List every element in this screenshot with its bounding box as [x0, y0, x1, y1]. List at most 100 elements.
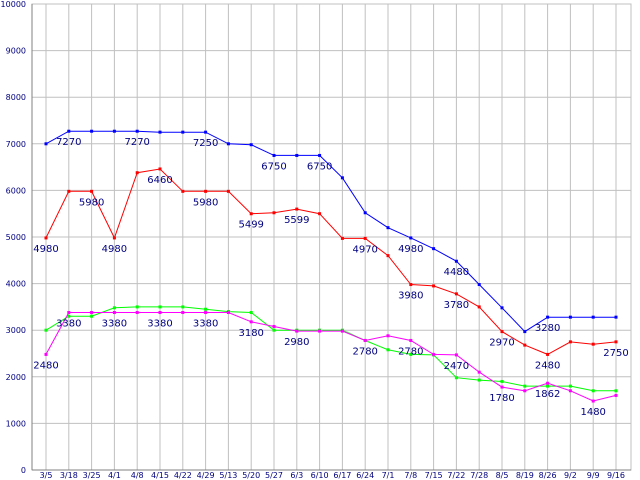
data-labels: 7270 7270 7250 6750 6750 4980 4480 3280 4980 5980…: [33, 137, 628, 418]
data-label: 5499: [238, 220, 263, 231]
data-point: [500, 330, 504, 334]
data-label: 2480: [535, 360, 560, 371]
data-point: [158, 310, 162, 314]
y-tick-label: 2000: [6, 373, 26, 382]
data-label: 4480: [444, 267, 469, 278]
x-tick-label: 7/8: [404, 471, 417, 480]
data-point: [386, 334, 390, 338]
x-tick-label: 4/29: [197, 471, 215, 480]
x-tick-label: 8/19: [516, 471, 534, 480]
data-point: [112, 129, 116, 133]
data-label: 5599: [284, 215, 309, 226]
data-point: [523, 343, 527, 347]
series-line-3: [45, 306, 616, 392]
series-line-2: [45, 168, 617, 355]
data-point: [135, 310, 139, 314]
data-label: 6460: [147, 175, 172, 186]
x-tick-label: 7/15: [425, 471, 443, 480]
data-point: [90, 310, 94, 314]
x-tick-label: 6/17: [333, 471, 351, 480]
data-point: [591, 315, 595, 319]
data-label: 2470: [444, 361, 469, 372]
data-point: [523, 384, 527, 388]
data-label: 4980: [102, 244, 127, 255]
series-line-4: [45, 312, 617, 402]
data-point: [432, 352, 436, 356]
data-label: 3780: [444, 300, 469, 311]
x-tick-label: 4/22: [174, 471, 192, 480]
data-point: [523, 389, 527, 393]
data-point: [204, 307, 208, 311]
data-point: [340, 176, 344, 180]
y-tick-label: 5000: [6, 233, 26, 242]
data-label: 7250: [193, 138, 218, 149]
series-line-1: [45, 130, 616, 333]
data-label: 3380: [102, 318, 127, 329]
x-tick-label: 6/3: [290, 471, 303, 480]
data-label: 3980: [398, 291, 423, 302]
data-point: [614, 340, 618, 344]
data-point: [226, 310, 230, 314]
x-tick-label: 7/28: [470, 471, 488, 480]
data-label: 3380: [147, 318, 172, 329]
data-label: 3380: [193, 318, 218, 329]
data-point: [386, 226, 390, 230]
data-point: [409, 338, 413, 342]
data-point: [477, 378, 481, 382]
data-point: [272, 211, 276, 215]
data-point: [135, 171, 139, 175]
data-label: 1862: [535, 389, 560, 400]
x-tick-label: 7/22: [447, 471, 465, 480]
x-tick-label: 9/16: [607, 471, 625, 480]
x-tick-label: 6/10: [311, 471, 329, 480]
data-point: [318, 212, 322, 216]
data-point: [272, 328, 276, 332]
data-point: [614, 393, 618, 397]
y-tick-label: 10000: [1, 0, 26, 9]
data-point: [477, 283, 481, 287]
data-point: [44, 328, 48, 332]
y-tick-label: 9000: [6, 47, 26, 56]
x-tick-label: 8/26: [539, 471, 557, 480]
data-label: 1480: [580, 407, 605, 418]
data-point: [546, 381, 550, 385]
data-point: [295, 207, 299, 211]
data-point: [386, 254, 390, 258]
data-point: [591, 389, 595, 393]
data-point: [158, 305, 162, 309]
data-point: [454, 259, 458, 263]
data-label: 7270: [124, 137, 149, 148]
data-point: [181, 189, 185, 193]
x-tick-label: 4/15: [151, 471, 169, 480]
data-label: 6750: [261, 161, 286, 172]
y-tick-label: 7000: [6, 140, 26, 149]
axes: [31, 4, 631, 471]
y-tick-label: 1000: [6, 419, 26, 428]
x-tick-label: 7/1: [382, 471, 395, 480]
x-tick-label: 5/27: [265, 471, 283, 480]
data-point: [363, 211, 367, 215]
data-point: [204, 310, 208, 314]
data-point: [90, 189, 94, 193]
data-point: [523, 330, 527, 334]
y-tick-labels: 0 1000 2000 3000 4000 5000 6000 7000 8000 9000 100…: [1, 0, 26, 475]
data-point: [546, 384, 550, 388]
data-point: [249, 212, 253, 216]
data-point: [135, 129, 139, 133]
data-point: [135, 305, 139, 309]
data-label: 2480: [33, 360, 58, 371]
data-point: [181, 305, 185, 309]
data-point: [226, 142, 230, 146]
data-label: 2780: [398, 346, 423, 357]
data-point: [614, 315, 618, 319]
data-label: 5980: [79, 197, 104, 208]
data-label: 3380: [56, 318, 81, 329]
data-label: 1780: [489, 393, 514, 404]
data-point: [432, 247, 436, 251]
data-point: [568, 384, 572, 388]
data-point: [454, 353, 458, 357]
data-point: [295, 329, 299, 333]
data-point: [500, 385, 504, 389]
data-point: [363, 338, 367, 342]
